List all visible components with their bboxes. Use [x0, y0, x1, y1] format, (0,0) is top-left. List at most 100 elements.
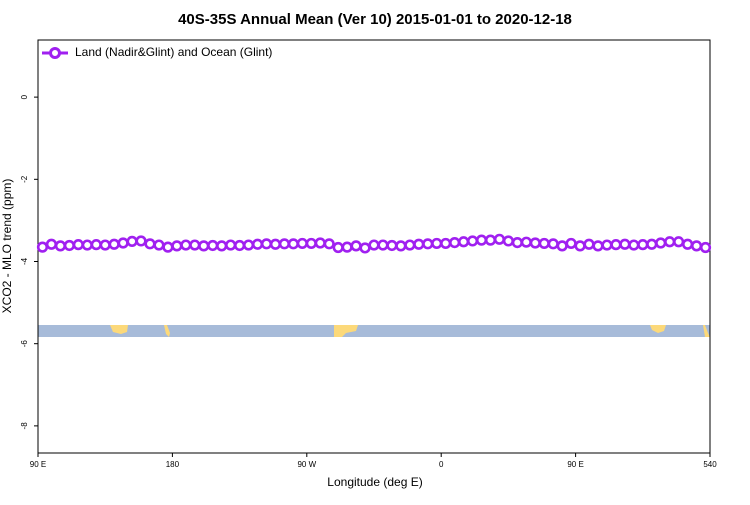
point — [108, 238, 120, 250]
y-tick-label: -6 — [20, 340, 29, 348]
point — [72, 239, 84, 251]
point — [493, 233, 506, 245]
point — [269, 238, 282, 250]
point — [81, 239, 93, 251]
land — [703, 325, 710, 337]
point — [117, 237, 129, 249]
point — [619, 238, 631, 250]
point — [99, 239, 111, 251]
point — [90, 239, 102, 251]
point — [45, 238, 58, 250]
point — [359, 242, 371, 254]
x-tick-label: 180 — [166, 460, 180, 469]
point — [207, 239, 219, 252]
point — [323, 238, 335, 250]
point — [673, 236, 685, 248]
y-axis-label: XCO2 - MLO trend (ppm) — [0, 179, 14, 314]
point — [637, 239, 649, 251]
point — [413, 238, 425, 250]
point — [458, 236, 470, 248]
x-tick-label: 90 W — [297, 460, 316, 469]
point — [547, 238, 559, 250]
point — [216, 240, 228, 252]
point — [664, 236, 676, 248]
point — [368, 239, 380, 251]
point — [466, 235, 479, 247]
point — [565, 237, 577, 250]
point — [144, 238, 156, 250]
y-tick-label: 0 — [20, 94, 29, 99]
y-tick-label: -4 — [20, 257, 29, 265]
point — [350, 240, 362, 252]
point — [395, 240, 407, 252]
point — [538, 237, 550, 250]
y-tick-label: -2 — [20, 175, 29, 183]
point — [520, 236, 532, 248]
point — [314, 237, 326, 249]
point — [242, 239, 255, 251]
point — [36, 241, 49, 253]
point — [305, 237, 317, 250]
land — [110, 325, 128, 334]
point — [251, 238, 264, 250]
point — [198, 240, 210, 252]
point — [511, 236, 523, 249]
point — [592, 240, 604, 252]
point — [162, 241, 174, 253]
point — [655, 237, 667, 249]
point — [601, 239, 613, 251]
legend-marker — [49, 47, 61, 59]
land — [334, 325, 358, 337]
point — [440, 237, 452, 250]
point — [583, 238, 595, 250]
legend: Land (Nadir&Glint) and Ocean (Glint) — [42, 45, 272, 59]
point — [225, 239, 237, 251]
chart-title: 40S-35S Annual Mean (Ver 10) 2015-01-01 … — [178, 11, 572, 28]
point — [135, 235, 147, 247]
point — [484, 234, 497, 246]
point — [171, 240, 183, 252]
point — [332, 241, 344, 254]
x-tick-label: 90 E — [567, 460, 583, 469]
x-tick-label: 90 E — [30, 460, 46, 469]
point — [189, 239, 201, 251]
x-axis-label: Longitude (deg E) — [327, 475, 422, 489]
point — [422, 238, 434, 250]
point — [556, 240, 568, 252]
point — [681, 238, 694, 250]
point — [180, 239, 192, 251]
point — [234, 239, 246, 252]
point — [126, 235, 138, 247]
point — [529, 237, 541, 249]
point — [628, 239, 640, 251]
point — [699, 241, 712, 254]
point — [404, 239, 416, 251]
point — [54, 240, 67, 252]
point — [153, 239, 165, 251]
point — [260, 238, 273, 250]
point — [377, 239, 389, 251]
land — [650, 325, 666, 333]
point — [574, 240, 586, 252]
point — [341, 241, 353, 253]
x-tick-label: 540 — [703, 460, 717, 469]
ocean-band — [38, 325, 710, 337]
point — [475, 234, 488, 246]
point — [646, 238, 658, 250]
point — [287, 238, 299, 250]
x-tick-label: 0 — [439, 460, 444, 469]
point — [278, 238, 291, 250]
land — [164, 325, 170, 337]
map-strip — [38, 325, 710, 337]
point — [386, 239, 398, 252]
point — [690, 240, 703, 252]
point — [431, 237, 443, 250]
legend-label: Land (Nadir&Glint) and Ocean (Glint) — [75, 45, 272, 59]
y-tick-label: -8 — [20, 422, 29, 430]
point — [610, 239, 622, 251]
point — [63, 239, 75, 252]
point — [296, 237, 308, 250]
point — [502, 235, 515, 247]
point — [449, 236, 461, 249]
